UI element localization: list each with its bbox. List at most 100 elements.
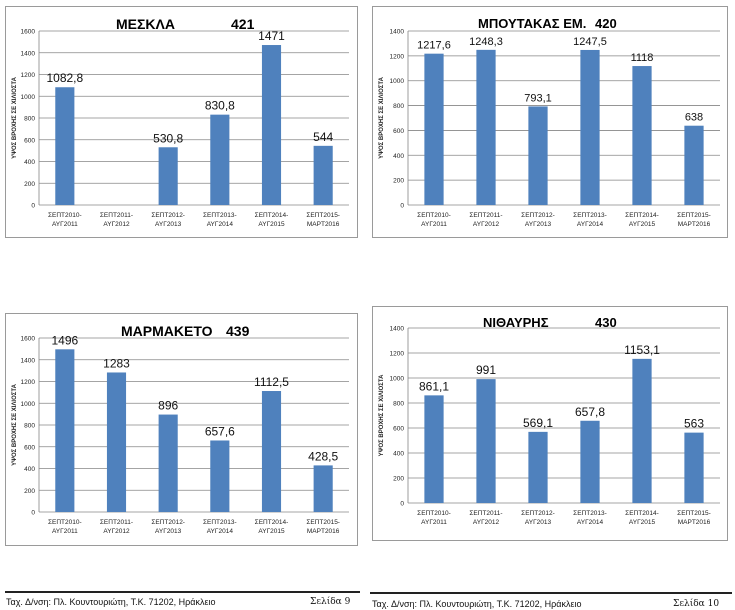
x-tick-label: ΣΕΠΤ2012-: [521, 212, 555, 219]
x-tick-label: ΑΥΓ2015: [258, 528, 285, 535]
x-tick-label: ΑΥΓ2013: [525, 221, 552, 228]
x-tick-label: ΑΥΓ2012: [103, 528, 130, 535]
x-tick-label: ΣΕΠΤ2014-: [255, 212, 289, 219]
bar: [580, 420, 600, 503]
x-tick-label: ΣΕΠΤ2013-: [203, 212, 237, 219]
bar: [106, 372, 127, 512]
data-label: 1283: [103, 356, 130, 370]
y-axis-label: ΥΨΟΣ ΒΡΟΧΗΣ ΣΕ ΧΙΛΙΟΣΤΑ: [379, 76, 385, 158]
chart-title: ΜΠΟΥΤΑΚΑΣ ΕΜ.: [478, 16, 586, 31]
y-tick-label: 1000: [21, 94, 36, 101]
chart-svg: 0 200 400 600 800 1000 1200 1400 ΥΨΟΣ ΒΡΟΧΗΣ ΣΕ …: [379, 315, 720, 526]
bar: [424, 53, 444, 206]
bar: [158, 414, 178, 512]
footer-rule-left: [5, 591, 360, 593]
data-label: 1112,5: [254, 375, 289, 389]
bar: [261, 45, 282, 206]
y-tick-label: 400: [24, 159, 35, 166]
y-tick-label: 200: [393, 476, 404, 483]
data-label: 1217,6: [417, 40, 451, 52]
x-tick-label: ΑΥΓ2013: [155, 528, 182, 535]
x-tick-label: ΣΕΠΤ2015-: [306, 212, 340, 219]
bar: [313, 145, 333, 205]
x-tick-label: ΣΕΠΤ2014-: [625, 510, 659, 517]
y-tick-label: 1200: [21, 379, 36, 386]
x-tick-label: ΑΥΓ2012: [473, 221, 500, 228]
bar: [424, 395, 444, 503]
bar: [684, 125, 704, 205]
x-tick-label: ΑΥΓ2014: [207, 528, 234, 535]
y-tick-label: 1200: [390, 53, 405, 60]
x-tick-label: ΣΕΠΤ2015-: [677, 510, 711, 517]
data-label: 1471: [258, 29, 285, 43]
chart-title: ΜΑΡΜΑΚΕΤΟ: [121, 323, 213, 339]
bar: [261, 391, 282, 512]
station-code: 430: [595, 315, 617, 330]
data-label: 1247,5: [573, 36, 607, 48]
x-tick-label: ΜΑΡΤ2016: [678, 221, 711, 228]
station-code: 420: [595, 16, 617, 31]
x-tick-label: ΑΥΓ2011: [421, 221, 447, 228]
x-tick-label: ΑΥΓ2014: [207, 221, 234, 228]
chart-svg: 0 200 400 600 800 1000 1200 1400 1600 ΥΨΟΣ ΒΡΟΧΗΣ…: [12, 16, 349, 228]
y-tick-label: 800: [24, 423, 35, 430]
y-tick-label: 1200: [390, 351, 405, 358]
x-tick-label: ΑΥΓ2012: [103, 221, 130, 228]
y-tick-label: 200: [24, 181, 35, 188]
x-tick-label: ΑΥΓ2015: [629, 519, 656, 526]
data-label: 861,1: [419, 379, 449, 393]
x-tick-label: ΑΥΓ2013: [525, 519, 552, 526]
chart-mpoutakas: 0 200 400 600 800 1000 1200 1400 ΥΨΟΣ ΒΡΟΧΗΣ ΣΕ …: [372, 6, 728, 238]
y-tick-label: 1400: [390, 29, 405, 36]
y-tick-label: 200: [24, 488, 35, 495]
y-tick-label: 1400: [21, 50, 36, 57]
x-tick-label: ΣΕΠΤ2010-: [48, 519, 82, 526]
y-tick-label: 1000: [390, 78, 405, 85]
y-tick-label: 800: [393, 401, 404, 408]
footer-rule-right: [370, 592, 732, 594]
data-label: 896: [158, 399, 178, 413]
chart-svg: 0 200 400 600 800 1000 1200 1400 ΥΨΟΣ ΒΡΟΧΗΣ ΣΕ …: [379, 16, 720, 228]
bar: [476, 379, 496, 503]
y-tick-label: 800: [24, 116, 35, 123]
x-tick-label: ΑΥΓ2011: [421, 519, 447, 526]
x-tick-label: ΑΥΓ2013: [155, 221, 182, 228]
y-tick-label: 0: [400, 203, 404, 210]
x-tick-label: ΑΥΓ2012: [473, 519, 500, 526]
data-label: 657,6: [205, 424, 235, 438]
x-tick-label: ΑΥΓ2015: [258, 221, 285, 228]
bar: [476, 49, 496, 205]
data-label: 1496: [51, 333, 78, 347]
y-tick-label: 1600: [21, 29, 36, 36]
chart-nithavris: 0 200 400 600 800 1000 1200 1400 ΥΨΟΣ ΒΡΟΧΗΣ ΣΕ …: [372, 306, 728, 541]
y-tick-label: 0: [31, 510, 35, 517]
y-tick-label: 0: [400, 501, 404, 508]
x-tick-label: ΑΥΓ2014: [577, 221, 604, 228]
y-tick-label: 1000: [21, 401, 36, 408]
x-tick-label: ΣΕΠΤ2014-: [255, 519, 289, 526]
data-label: 544: [313, 130, 333, 144]
x-tick-label: ΣΕΠΤ2013-: [573, 212, 607, 219]
y-tick-label: 600: [393, 128, 404, 135]
data-label: 569,1: [523, 416, 553, 430]
bar: [632, 66, 652, 205]
data-label: 530,8: [153, 131, 183, 145]
data-label: 991: [476, 363, 496, 377]
y-axis-label: ΥΨΟΣ ΒΡΟΧΗΣ ΣΕ ΧΙΛΙΟΣΤΑ: [12, 76, 18, 158]
data-label: 638: [685, 112, 703, 124]
footer-address-right: Ταχ. Δ/νση: Πλ. Κουντουριώτη, Τ.Κ. 71202…: [372, 599, 582, 609]
x-tick-label: ΣΕΠΤ2015-: [306, 519, 340, 526]
x-tick-label: ΑΥΓ2014: [577, 519, 604, 526]
bar: [580, 49, 600, 206]
x-tick-label: ΑΥΓ2011: [52, 221, 78, 228]
data-label: 1118: [631, 52, 654, 64]
x-tick-label: ΣΕΠΤ2012-: [521, 510, 555, 517]
bar: [55, 349, 75, 512]
x-tick-label: ΣΕΠΤ2010-: [417, 510, 451, 517]
chart-title: ΜΕΣΚΛΑ: [116, 16, 175, 32]
x-tick-label: ΣΕΠΤ2012-: [151, 519, 185, 526]
x-tick-label: ΣΕΠΤ2015-: [677, 212, 711, 219]
y-tick-label: 1200: [21, 72, 36, 79]
bar: [158, 147, 178, 205]
x-tick-label: ΣΕΠΤ2011-: [100, 519, 133, 526]
